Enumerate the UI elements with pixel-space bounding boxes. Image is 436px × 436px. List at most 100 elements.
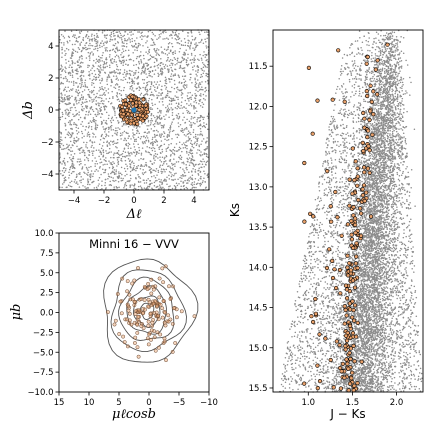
- field-star-point: [135, 88, 138, 90]
- field-star-point: [204, 181, 207, 183]
- field-star-point: [81, 121, 84, 123]
- field-star-point: [163, 180, 165, 182]
- field-star-point: [98, 79, 101, 81]
- field-star-point: [156, 81, 159, 83]
- field-star-point: [114, 56, 117, 58]
- field-star-point: [183, 188, 186, 190]
- field-star-point: [151, 98, 153, 101]
- field-star-point: [195, 44, 198, 46]
- field-star-point: [72, 80, 75, 83]
- field-star-point: [176, 150, 179, 152]
- field-star-point: [116, 84, 119, 86]
- field-star-point: [394, 51, 396, 53]
- field-star-point: [126, 70, 128, 73]
- field-star-point: [125, 143, 127, 146]
- field-star-point: [137, 71, 140, 74]
- field-star-point: [77, 36, 80, 38]
- field-star-point: [70, 172, 73, 175]
- field-star-point: [177, 122, 180, 124]
- field-star-point: [374, 357, 377, 359]
- member-proper-motion-point: [146, 323, 151, 328]
- field-star-point: [196, 140, 198, 143]
- field-star-point: [413, 265, 416, 267]
- field-star-point: [68, 177, 70, 179]
- field-star-point: [203, 51, 205, 53]
- field-star-point: [312, 342, 315, 344]
- field-star-point: [149, 160, 152, 162]
- field-star-point: [185, 86, 188, 88]
- field-star-point: [184, 87, 186, 90]
- field-star-point: [390, 203, 393, 206]
- field-star-point: [89, 47, 91, 50]
- member-star-point: [134, 112, 139, 117]
- field-star-point: [142, 94, 145, 97]
- field-star-point: [201, 69, 204, 71]
- field-star-point: [133, 83, 136, 85]
- field-star-point: [341, 203, 343, 206]
- field-star-point: [194, 43, 196, 45]
- field-star-point: [159, 110, 161, 113]
- field-star-point: [69, 57, 72, 59]
- field-star-point: [114, 87, 117, 90]
- field-star-point: [151, 120, 154, 122]
- field-star-point: [86, 141, 88, 144]
- field-star-point: [174, 95, 176, 97]
- field-star-point: [88, 136, 91, 138]
- field-star-point: [171, 164, 174, 166]
- field-star-point: [63, 171, 66, 174]
- field-star-point: [116, 48, 119, 50]
- field-star-point: [127, 126, 130, 128]
- field-star-point: [182, 119, 184, 121]
- field-star-point: [170, 103, 173, 105]
- field-star-point: [206, 160, 209, 162]
- member-star-point: [137, 100, 142, 105]
- field-star-point: [174, 33, 177, 35]
- field-star-point: [150, 108, 152, 110]
- field-star-point: [185, 141, 187, 144]
- field-star-point: [105, 119, 108, 122]
- field-star-point: [67, 134, 70, 136]
- field-star-point: [82, 85, 85, 88]
- field-star-point: [59, 116, 62, 119]
- field-star-point: [104, 171, 106, 174]
- field-star-point: [161, 71, 164, 74]
- field-star-point: [152, 169, 154, 171]
- field-star-point: [313, 282, 315, 285]
- field-star-point: [105, 90, 107, 92]
- field-star-point: [146, 145, 148, 148]
- field-star-point: [89, 113, 92, 116]
- field-star-point: [87, 47, 89, 50]
- field-star-point: [79, 152, 81, 154]
- field-star-point: [59, 108, 61, 110]
- field-star-point: [69, 185, 72, 187]
- field-star-point: [339, 109, 341, 112]
- field-star-point: [176, 35, 178, 37]
- field-star-point: [157, 171, 160, 174]
- member-proper-motion-point: [125, 279, 130, 284]
- field-star-point: [79, 86, 82, 89]
- field-star-point: [199, 119, 202, 122]
- field-star-point: [116, 96, 119, 98]
- field-star-point: [84, 116, 86, 118]
- field-star-point: [401, 341, 404, 344]
- field-star-point: [113, 162, 115, 165]
- field-star-point: [159, 114, 161, 117]
- field-star-point: [399, 119, 402, 121]
- field-star-point: [396, 297, 398, 300]
- field-star-point: [197, 174, 200, 176]
- member-proper-motion-point: [130, 281, 135, 286]
- field-star-point: [165, 60, 168, 62]
- field-star-point: [78, 59, 80, 61]
- field-star-point: [175, 102, 178, 104]
- field-star-point: [118, 100, 121, 103]
- field-star-point: [400, 113, 403, 116]
- field-star-point: [124, 39, 127, 42]
- field-star-point: [367, 60, 370, 63]
- field-star-point: [182, 53, 185, 56]
- field-star-point: [108, 166, 111, 169]
- field-star-point: [350, 134, 352, 136]
- field-star-point: [136, 76, 139, 79]
- field-star-point: [59, 83, 62, 85]
- field-star-point: [194, 170, 196, 173]
- member-proper-motion-point: [132, 341, 137, 345]
